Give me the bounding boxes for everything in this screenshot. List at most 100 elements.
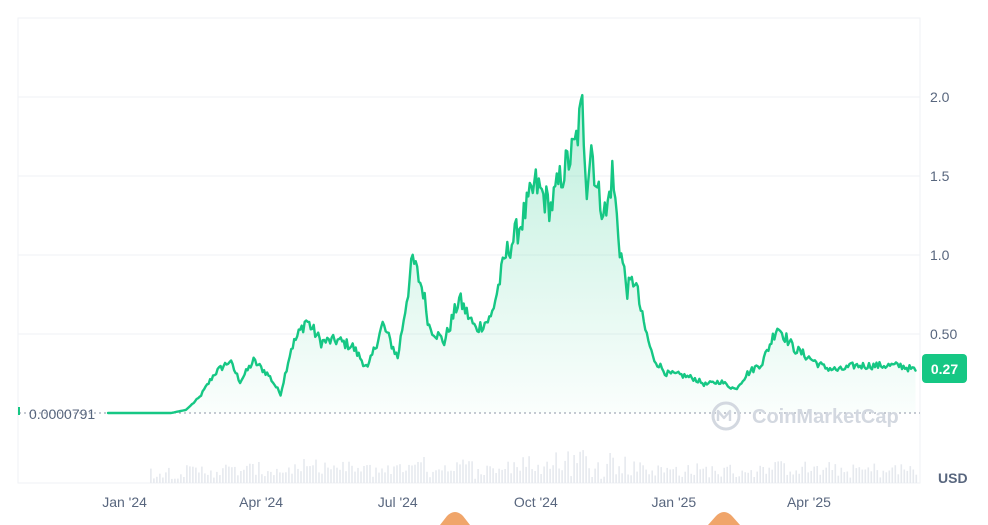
- volume-bar: [354, 471, 356, 483]
- volume-bar: [171, 478, 173, 483]
- volume-bar: [813, 466, 815, 483]
- volume-bar: [915, 474, 918, 483]
- volume-bar: [180, 474, 182, 483]
- volume-bar: [696, 463, 698, 483]
- volume-bar: [477, 469, 479, 483]
- volume-bar: [390, 474, 392, 483]
- volume-bar: [276, 468, 278, 483]
- volume-bar: [450, 470, 452, 483]
- volume-bar: [894, 465, 897, 483]
- volume-bar: [501, 469, 503, 483]
- volume-bar: [822, 469, 824, 483]
- volume-bar: [402, 472, 404, 483]
- volume-bar: [195, 467, 197, 483]
- volume-bar: [888, 470, 891, 483]
- volume-bar: [249, 463, 251, 483]
- volume-bar: [636, 471, 638, 483]
- volume-bar: [585, 456, 587, 483]
- volume-bar: [771, 469, 773, 483]
- volume-bar: [480, 474, 482, 483]
- y-axis-ticks: 0.50 1.0 1.5 2.0: [930, 89, 957, 342]
- volume-bar: [879, 477, 882, 483]
- volume-bar: [330, 469, 332, 483]
- volume-bar: [804, 461, 806, 483]
- x-tick-label: Jan '24: [102, 494, 147, 510]
- volume-bar: [522, 457, 524, 483]
- volume-bar: [264, 476, 266, 483]
- y-tick-label: 2.0: [930, 89, 950, 105]
- volume-bar: [273, 475, 275, 483]
- volume-bar: [429, 477, 431, 483]
- volume-bar: [654, 475, 656, 483]
- volume-bar: [420, 462, 422, 483]
- volume-bar: [387, 465, 389, 483]
- volume-bar: [606, 463, 608, 483]
- volume-bar: [849, 477, 852, 483]
- coinmarketcap-logo-wave: [716, 409, 732, 421]
- volume-bar: [885, 472, 888, 483]
- volume-bar: [825, 467, 827, 483]
- volume-bar: [774, 462, 776, 483]
- volume-bar: [225, 464, 227, 483]
- x-tick-label: Apr '25: [787, 494, 831, 510]
- volume-bar: [534, 471, 536, 483]
- volume-bar: [852, 464, 855, 483]
- volume-bar: [714, 470, 716, 483]
- x-tick-label: Apr '24: [239, 494, 283, 510]
- current-price-value: 0.27: [931, 361, 958, 377]
- volume-bar: [897, 474, 900, 483]
- volume-bar: [381, 468, 383, 483]
- volume-bar: [285, 472, 287, 483]
- volume-bar: [903, 469, 906, 483]
- volume-bar: [600, 478, 602, 483]
- volume-bar: [624, 456, 626, 483]
- volume-bar: [318, 472, 320, 483]
- volume-bar: [504, 469, 506, 483]
- volume-bar: [237, 475, 239, 483]
- volume-bar: [213, 477, 215, 483]
- volume-bar: [312, 465, 314, 483]
- event-marker-2[interactable]: [708, 512, 740, 525]
- volume-bar: [705, 466, 707, 483]
- volume-bar: [468, 461, 470, 483]
- volume-bar: [594, 468, 596, 483]
- volume-bar: [189, 466, 191, 483]
- coinmarketcap-logo-icon: [711, 401, 741, 431]
- volume-bar: [453, 471, 455, 483]
- volume-bar: [297, 468, 299, 483]
- current-price-badge: 0.27: [922, 354, 967, 383]
- volume-bar: [846, 471, 849, 483]
- volume-bar: [633, 461, 635, 483]
- volume-bar: [561, 470, 563, 483]
- event-marker-1[interactable]: [440, 512, 470, 525]
- volume-bar: [828, 462, 830, 483]
- volume-bar: [732, 473, 734, 483]
- volume-bar: [165, 472, 167, 483]
- volume-bar: [486, 465, 488, 483]
- volume-bar: [414, 464, 416, 483]
- volume-bar: [231, 467, 233, 483]
- volume-bar: [756, 471, 758, 483]
- volume-bar: [684, 471, 686, 483]
- volume-bar: [456, 462, 458, 483]
- volume-bar: [156, 476, 158, 483]
- volume-bar: [315, 459, 317, 483]
- currency-label: USD: [938, 470, 968, 486]
- volume-bar: [246, 465, 248, 483]
- volume-bar: [837, 475, 840, 483]
- volume-bar: [768, 467, 770, 483]
- volume-bar: [798, 473, 800, 483]
- volume-bar: [708, 477, 710, 483]
- volume-bar: [183, 477, 185, 483]
- volume-bar: [726, 466, 728, 483]
- volume-bar: [555, 452, 557, 483]
- volume-bar: [753, 477, 755, 483]
- volume-bar: [861, 469, 864, 483]
- volume-bar: [333, 465, 335, 483]
- volume-bar: [378, 472, 380, 483]
- volume-bar: [729, 464, 731, 483]
- volume-bar: [720, 476, 722, 483]
- volume-bar: [912, 469, 915, 483]
- volume-bar: [702, 468, 704, 483]
- volume-bar: [882, 470, 885, 483]
